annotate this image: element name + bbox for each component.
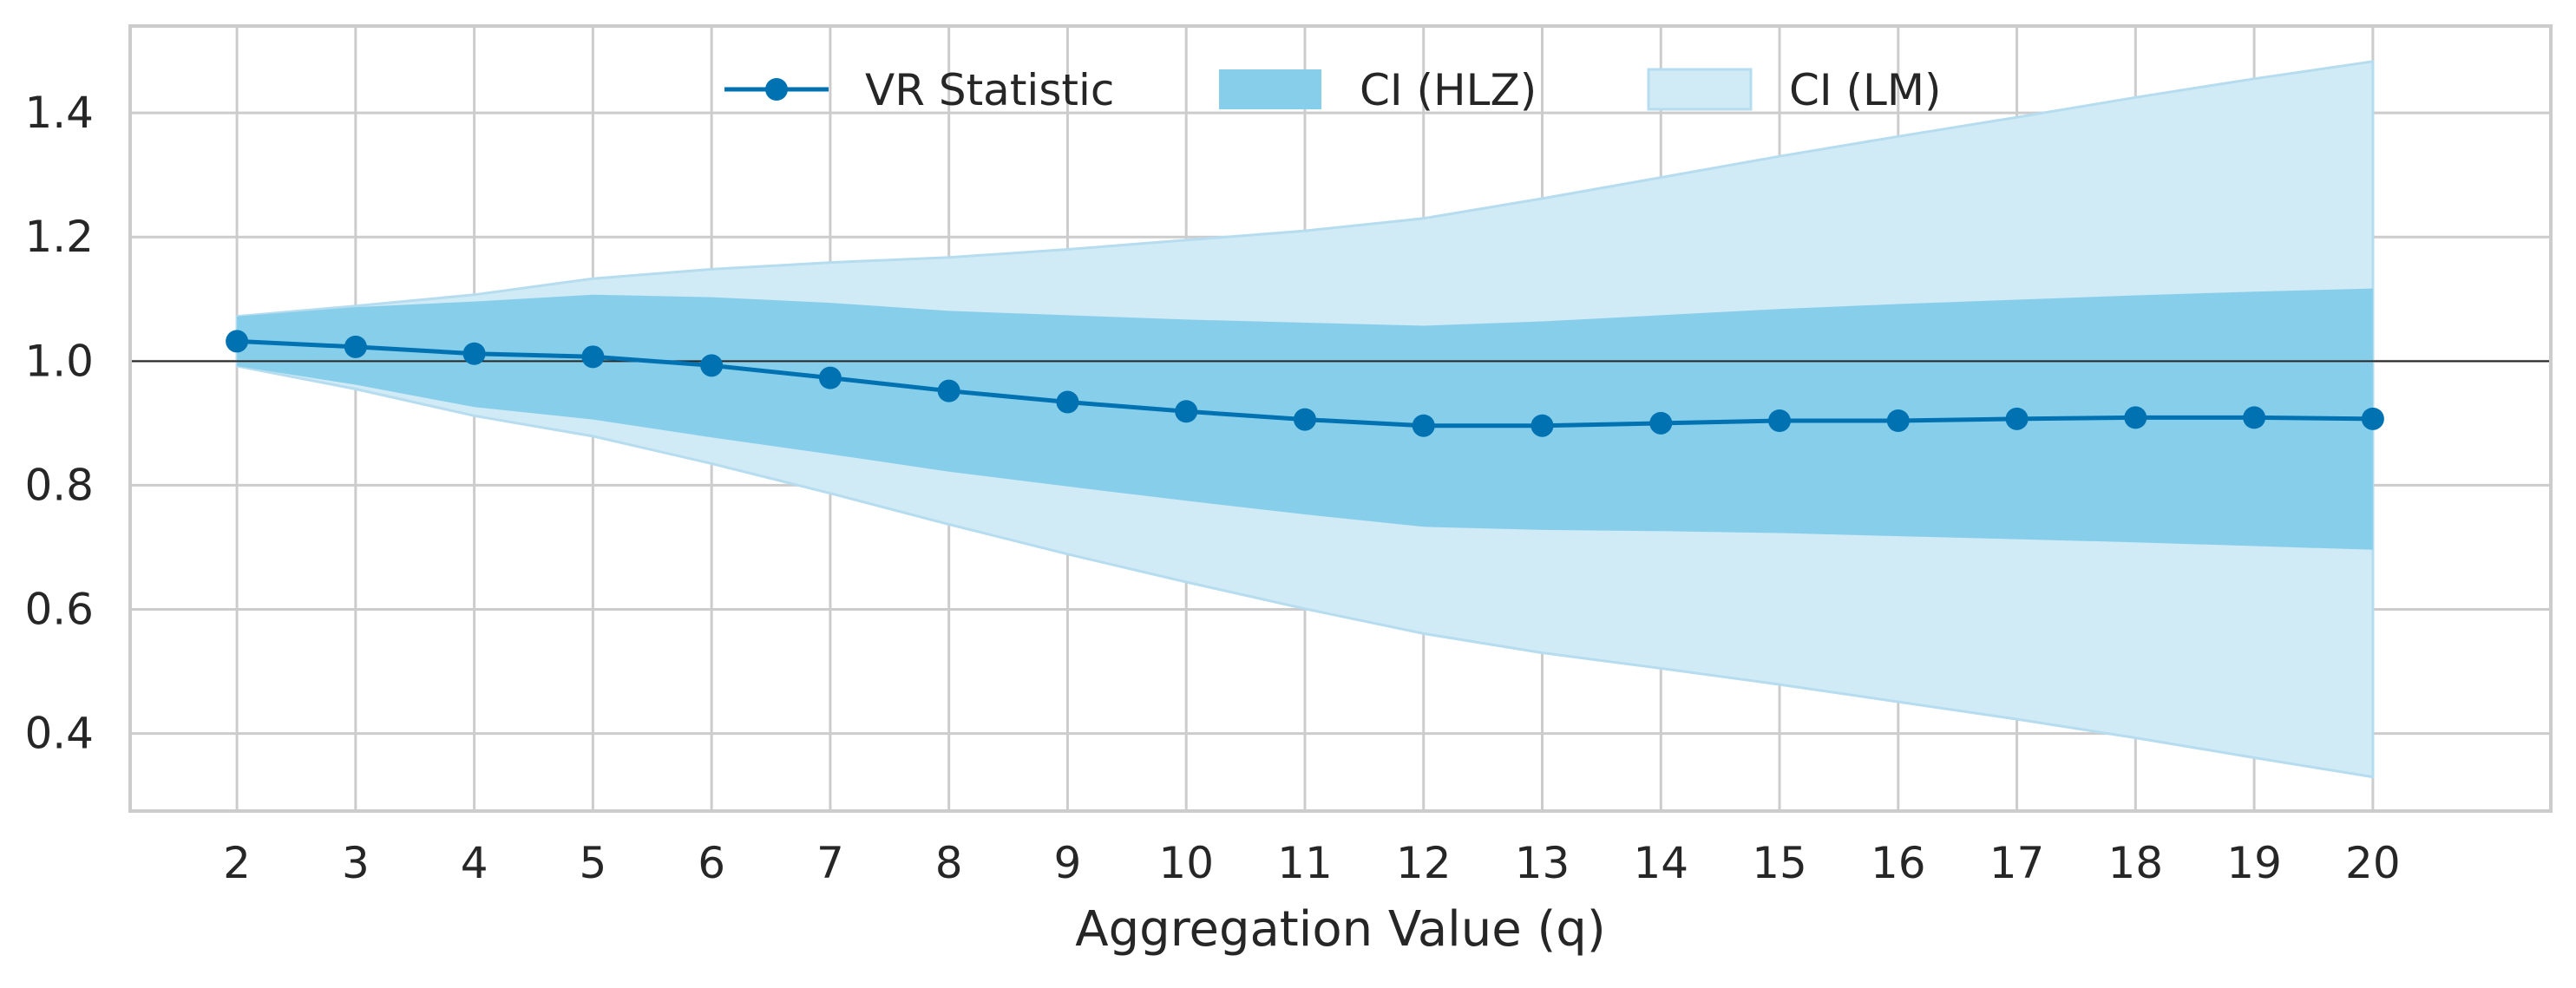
legend-marker-swatch <box>765 78 788 101</box>
vr-statistic-point <box>1649 411 1673 435</box>
vr-statistic-point <box>818 366 842 389</box>
legend: VR Statistic CI (HLZ) CI (LM) <box>724 65 1942 115</box>
x-tick-label: 7 <box>816 838 844 888</box>
legend-item-vr-statistic: VR Statistic <box>724 65 1114 115</box>
vr-statistic-point <box>1175 400 1198 423</box>
x-axis-label: Aggregation Value (q) <box>1075 901 1605 958</box>
vr-statistic-point <box>937 379 960 402</box>
vr-statistic-point <box>1768 409 1792 433</box>
x-tick-label: 6 <box>698 838 725 888</box>
x-tick-label: 9 <box>1054 838 1082 888</box>
x-tick-label: 10 <box>1158 838 1214 888</box>
legend-band-swatch <box>1647 68 1753 111</box>
vr-statistic-point <box>700 354 724 377</box>
x-tick-label: 14 <box>1633 838 1688 888</box>
x-tick-label: 16 <box>1871 838 1926 888</box>
vr-statistic-point <box>2361 407 2384 430</box>
y-tick-label: 1.0 <box>24 336 94 386</box>
y-axis-ticks: 0.4 0.6 0.8 1.0 1.2 1.4 <box>24 88 94 758</box>
legend-item-ci-lm: CI (LM) <box>1647 65 1942 115</box>
vr-statistic-point <box>1293 408 1316 431</box>
legend-label: VR Statistic <box>865 65 1114 115</box>
x-tick-label: 18 <box>2108 838 2164 888</box>
vr-statistic-point <box>462 342 486 365</box>
legend-item-ci-hlz: CI (HLZ) <box>1219 65 1537 115</box>
y-tick-label: 1.2 <box>24 212 94 262</box>
vr-statistic-point <box>1531 414 1554 437</box>
x-tick-label: 8 <box>935 838 963 888</box>
y-tick-label: 0.4 <box>24 709 94 759</box>
vr-statistic-point <box>2124 406 2147 429</box>
vr-statistic-point <box>344 335 367 358</box>
vr-statistic-point <box>2243 406 2266 429</box>
x-tick-label: 3 <box>342 838 370 888</box>
plot-frame <box>128 24 2553 813</box>
y-tick-label: 0.8 <box>24 460 94 510</box>
x-tick-label: 17 <box>1989 838 2045 888</box>
x-tick-label: 19 <box>2226 838 2282 888</box>
x-tick-label: 15 <box>1752 838 1807 888</box>
legend-label: CI (HLZ) <box>1360 65 1537 115</box>
x-tick-label: 11 <box>1277 838 1333 888</box>
x-tick-label: 2 <box>223 838 251 888</box>
vr-statistic-point <box>1056 390 1079 414</box>
x-tick-label: 20 <box>2345 838 2401 888</box>
vr-statistic-point <box>581 345 605 369</box>
legend-band-swatch <box>1219 69 1321 109</box>
vr-statistic-series <box>226 330 2384 437</box>
y-tick-label: 0.6 <box>24 584 94 634</box>
x-tick-label: 12 <box>1396 838 1452 888</box>
vr-statistic-point <box>2005 407 2029 430</box>
x-tick-label: 4 <box>461 838 488 888</box>
legend-label: CI (LM) <box>1789 65 1942 115</box>
vr-statistic-point <box>1886 409 1910 433</box>
vr-statistic-point <box>1412 414 1435 437</box>
y-tick-label: 1.4 <box>24 88 94 138</box>
x-tick-label: 5 <box>579 838 606 888</box>
x-tick-label: 13 <box>1515 838 1570 888</box>
x-axis-ticks: 2 3 4 5 6 7 8 9 10 11 12 13 14 15 16 17 18 19 20 <box>223 838 2400 888</box>
vr-statistic-point <box>226 330 249 353</box>
